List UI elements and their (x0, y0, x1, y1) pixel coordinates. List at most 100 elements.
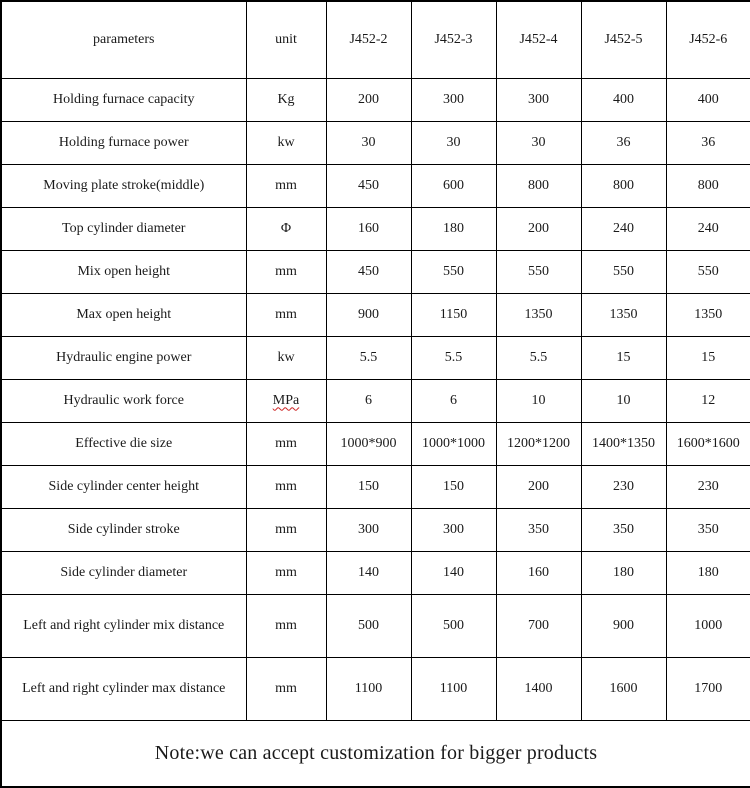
table-row: Side cylinder center height mm 150 150 200 23… (0, 464, 750, 509)
value-cell: 230 (665, 464, 750, 509)
value-cell: 350 (665, 507, 750, 552)
value-cell: 36 (580, 120, 667, 165)
value-cell: 180 (665, 550, 750, 595)
note-row: Note:we can accept customization for big… (0, 719, 750, 788)
value-cell: 1600 (580, 656, 667, 721)
value-cell: 1000*1000 (410, 421, 497, 466)
value-cell: 1700 (665, 656, 750, 721)
unit-text: mm (275, 617, 297, 633)
value-cell: 10 (580, 378, 667, 423)
unit-text: mm (275, 263, 297, 279)
parameter-cell: Mix open height (0, 249, 247, 294)
value-cell: 300 (495, 77, 582, 122)
value-cell: 160 (325, 206, 412, 251)
value-cell: 1100 (410, 656, 497, 721)
unit-text: Φ (280, 220, 292, 236)
parameter-cell: Hydraulic work force (0, 378, 247, 423)
column-header-model-5: J452-6 (665, 0, 750, 79)
value-cell: 300 (410, 77, 497, 122)
parameter-cell: Holding furnace power (0, 120, 247, 165)
unit-text: kw (277, 349, 295, 365)
unit-text: mm (275, 521, 297, 537)
unit-cell: Kg (245, 77, 327, 122)
value-cell: 6 (325, 378, 412, 423)
value-cell: 36 (665, 120, 750, 165)
column-header-parameters: parameters (0, 0, 247, 79)
value-cell: 350 (495, 507, 582, 552)
value-cell: 450 (325, 249, 412, 294)
value-cell: 230 (580, 464, 667, 509)
unit-cell: mm (245, 507, 327, 552)
value-cell: 500 (410, 593, 497, 658)
value-cell: 550 (580, 249, 667, 294)
value-cell: 180 (410, 206, 497, 251)
value-cell: 1400*1350 (580, 421, 667, 466)
table-row: Mix open height mm 450 550 550 550 550 (0, 249, 750, 294)
column-header-model-2: J452-3 (410, 0, 497, 79)
value-cell: 550 (410, 249, 497, 294)
value-cell: 550 (665, 249, 750, 294)
parameter-cell: Hydraulic engine power (0, 335, 247, 380)
table-row: Side cylinder diameter mm 140 140 160 180 180 (0, 550, 750, 595)
value-cell: 30 (325, 120, 412, 165)
table-row: Moving plate stroke(middle) mm 450 600 800 80… (0, 163, 750, 208)
column-header-model-4: J452-5 (580, 0, 667, 79)
parameter-cell: Moving plate stroke(middle) (0, 163, 247, 208)
value-cell: 160 (495, 550, 582, 595)
value-cell: 1350 (665, 292, 750, 337)
table-row: Hydraulic work force MPa 6 6 10 10 12 (0, 378, 750, 423)
table-row: Holding furnace power kw 30 30 30 36 36 (0, 120, 750, 165)
table-row: Hydraulic engine power kw 5.5 5.5 5.5 15 15 (0, 335, 750, 380)
parameter-cell: Top cylinder diameter (0, 206, 247, 251)
parameter-cell: Side cylinder stroke (0, 507, 247, 552)
value-cell: 1100 (325, 656, 412, 721)
unit-cell: mm (245, 464, 327, 509)
value-cell: 700 (495, 593, 582, 658)
value-cell: 350 (580, 507, 667, 552)
unit-cell: kw (245, 335, 327, 380)
value-cell: 180 (580, 550, 667, 595)
unit-cell: mm (245, 292, 327, 337)
unit-text: MPa (272, 392, 300, 408)
unit-cell: mm (245, 421, 327, 466)
value-cell: 1600*1600 (665, 421, 750, 466)
unit-cell: MPa (245, 378, 327, 423)
unit-text: mm (275, 680, 297, 696)
unit-cell: mm (245, 593, 327, 658)
unit-cell: Φ (245, 206, 327, 251)
table-row: Effective die size mm 1000*900 1000*1000 120… (0, 421, 750, 466)
unit-cell: mm (245, 249, 327, 294)
unit-text: Kg (277, 91, 295, 107)
table-row: Side cylinder stroke mm 300 300 350 350 350 (0, 507, 750, 552)
table-header-row: parameters unit J452-2 J452-3 J452-4 J452-5 J4… (0, 0, 750, 79)
value-cell: 15 (580, 335, 667, 380)
value-cell: 800 (580, 163, 667, 208)
parameter-cell: Effective die size (0, 421, 247, 466)
value-cell: 15 (665, 335, 750, 380)
parameter-cell: Holding furnace capacity (0, 77, 247, 122)
column-header-model-1: J452-2 (325, 0, 412, 79)
value-cell: 300 (325, 507, 412, 552)
column-header-model-3: J452-4 (495, 0, 582, 79)
parameter-cell: Max open height (0, 292, 247, 337)
value-cell: 1350 (580, 292, 667, 337)
value-cell: 550 (495, 249, 582, 294)
unit-cell: mm (245, 656, 327, 721)
parameter-cell: Left and right cylinder max distance (0, 656, 247, 721)
value-cell: 30 (410, 120, 497, 165)
value-cell: 900 (580, 593, 667, 658)
note-text: Note:we can accept customization for big… (0, 719, 750, 788)
value-cell: 1150 (410, 292, 497, 337)
unit-text: mm (275, 306, 297, 322)
value-cell: 140 (410, 550, 497, 595)
value-cell: 400 (580, 77, 667, 122)
value-cell: 800 (665, 163, 750, 208)
value-cell: 6 (410, 378, 497, 423)
value-cell: 500 (325, 593, 412, 658)
value-cell: 800 (495, 163, 582, 208)
unit-cell: kw (245, 120, 327, 165)
value-cell: 1000 (665, 593, 750, 658)
value-cell: 150 (410, 464, 497, 509)
parameter-cell: Side cylinder center height (0, 464, 247, 509)
